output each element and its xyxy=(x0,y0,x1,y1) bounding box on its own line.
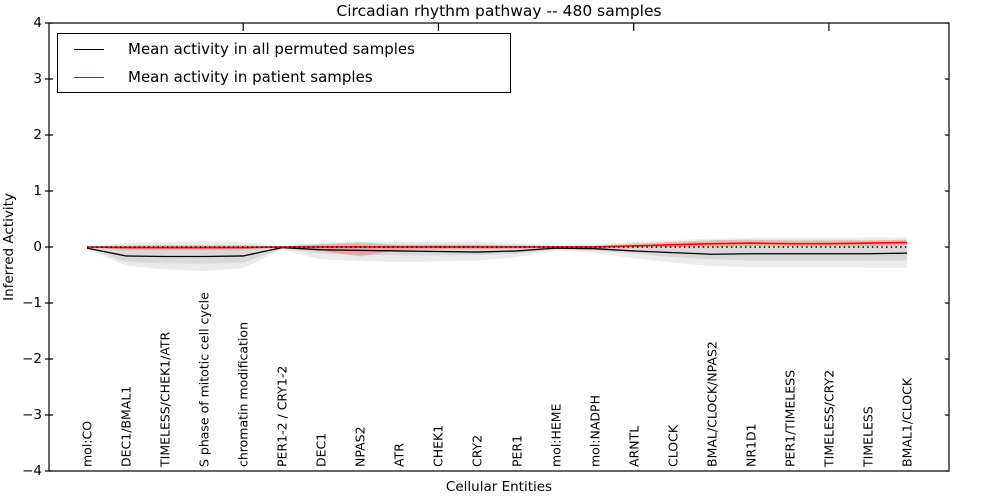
x-tick-label: chromatin modification xyxy=(235,322,251,467)
x-tick-label: NPAS2 xyxy=(352,426,368,467)
x-tick-label: PER1-2 / CRY1-2 xyxy=(274,365,290,467)
x-tick-label: PER1 xyxy=(509,434,525,467)
x-tick-label: ATR xyxy=(391,443,407,467)
y-tick-label: 0 xyxy=(33,239,42,255)
x-tick-label: mol:CO xyxy=(79,420,95,467)
legend-item-permuted: Mean activity in all permuted samples xyxy=(58,36,510,62)
x-tick-label: DEC1/BMAL1 xyxy=(118,385,134,467)
x-tick-label: CLOCK xyxy=(665,424,681,467)
x-tick-label: TIMELESS/CHEK1/ATR xyxy=(157,331,173,467)
y-tick-label: −2 xyxy=(22,351,42,367)
x-tick-label: PER1/TIMELESS xyxy=(782,369,798,467)
legend-label-patient: Mean activity in patient samples xyxy=(128,68,373,86)
x-tick-label: mol:HEME xyxy=(548,403,564,468)
x-tick-label: TIMELESS/CRY2 xyxy=(821,369,837,467)
x-tick-label: S phase of mitotic cell cycle xyxy=(196,292,212,467)
chart-title: Circadian rhythm pathway -- 480 samples xyxy=(336,2,662,20)
x-axis-label: Cellular Entities xyxy=(445,479,553,495)
legend-label-permuted: Mean activity in all permuted samples xyxy=(128,40,415,58)
x-tick-label: TIMELESS xyxy=(860,406,876,467)
y-tick-label: −3 xyxy=(22,407,42,423)
x-tick-label: CRY2 xyxy=(469,434,485,467)
x-tick-label: ARNTL xyxy=(626,425,642,467)
x-tick-label: BMAL1/CLOCK xyxy=(899,377,915,467)
x-tick-label: mol:NADPH xyxy=(587,395,603,467)
legend-item-patient: Mean activity in patient samples xyxy=(58,64,510,90)
y-tick-label: −1 xyxy=(22,295,42,311)
legend: Mean activity in all permuted samples Me… xyxy=(57,33,511,93)
x-tick-label: NR1D1 xyxy=(743,423,759,467)
y-tick-label: 3 xyxy=(33,71,42,87)
x-tick-label: DEC1 xyxy=(313,432,329,467)
y-tick-label: 4 xyxy=(33,15,42,31)
y-tick-label: 2 xyxy=(33,127,42,143)
y-tick-label: −4 xyxy=(22,463,42,479)
legend-line-red-icon xyxy=(74,76,104,78)
x-tick-label: BMAL/CLOCK/NPAS2 xyxy=(704,341,720,467)
permuted-mean-line xyxy=(86,246,908,258)
x-tick-label: CHEK1 xyxy=(430,424,446,467)
permuted-inner-band xyxy=(87,244,907,264)
y-tick-label: 1 xyxy=(33,183,42,199)
permuted-outer-band xyxy=(87,237,907,272)
legend-line-black-icon xyxy=(74,48,104,50)
